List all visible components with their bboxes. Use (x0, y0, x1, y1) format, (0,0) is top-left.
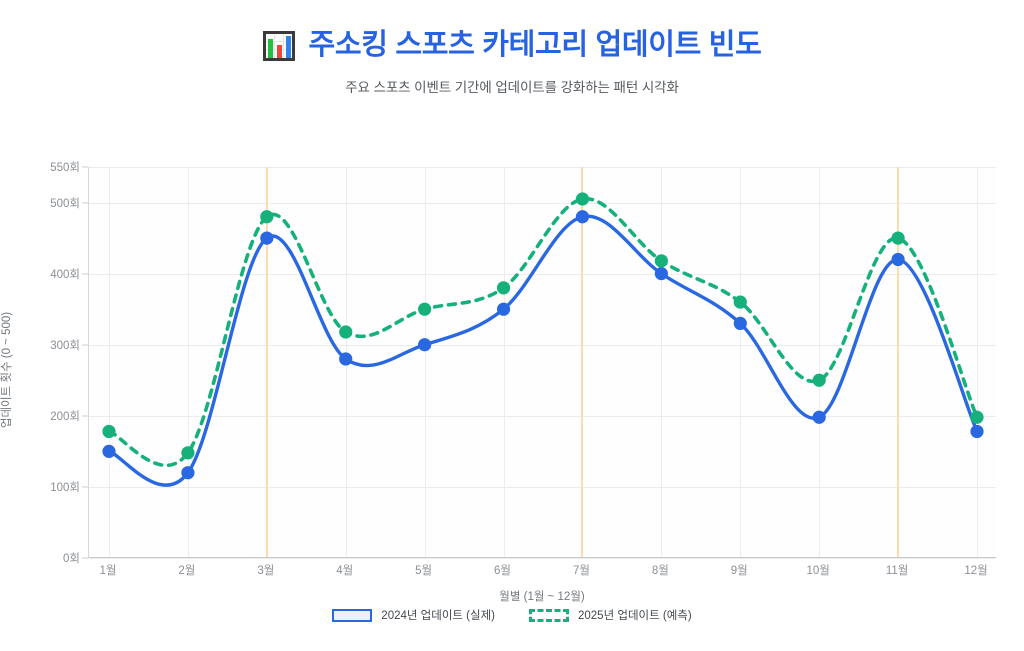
legend-label: 2024년 업데이트 (실제) (381, 610, 495, 622)
grid-line-horizontal (89, 558, 996, 559)
x-axis-tick-label: 6월 (494, 565, 512, 577)
x-axis-tick-label: 12월 (964, 565, 988, 577)
grid-line-horizontal (89, 273, 996, 275)
grid-line-horizontal (89, 486, 996, 488)
data-point-marker[interactable] (418, 302, 432, 316)
series-line (107, 197, 979, 468)
grid-line-vertical (661, 167, 663, 557)
data-point-marker[interactable] (339, 325, 353, 339)
grid-line-vertical (503, 167, 505, 557)
y-axis-tick-label: 200회 (50, 410, 80, 423)
data-point-marker[interactable] (654, 254, 668, 268)
y-axis-tick-label: 100회 (50, 481, 80, 494)
grid-line-vertical (977, 167, 978, 557)
data-point-marker[interactable] (260, 231, 274, 245)
y-axis-tick-mark (82, 166, 88, 168)
title-row: 주소킹 스포츠 카테고리 업데이트 빈도 (0, 29, 1024, 62)
x-axis-labels: 1월 2월 3월 4월 5월 6월 7월 8월 9월 10월 11월 12월 (88, 560, 996, 584)
y-axis-tick-label: 300회 (50, 339, 80, 352)
series-lines (102, 192, 984, 487)
grid-line-horizontal (89, 202, 996, 204)
event-marker-line (581, 167, 584, 557)
data-point-marker[interactable] (102, 424, 116, 439)
data-point-marker[interactable] (102, 444, 116, 458)
data-point-marker[interactable] (496, 302, 511, 316)
data-point-marker[interactable] (970, 410, 984, 424)
data-point-marker[interactable] (812, 373, 826, 387)
grid-line-vertical (740, 167, 742, 557)
series-line (107, 214, 979, 487)
x-axis-tick-label: 3월 (257, 565, 275, 577)
legend-item[interactable]: 2025년 업데이트 (예측) (529, 607, 692, 623)
data-point-marker[interactable] (575, 210, 590, 224)
legend-item[interactable]: 2024년 업데이트 (실제) (332, 607, 495, 623)
x-axis-tick-label: 1월 (99, 565, 117, 577)
grid-line-vertical (819, 167, 821, 557)
data-point-marker[interactable] (260, 210, 274, 224)
y-axis-tick-label: 500회 (50, 197, 80, 210)
data-point-marker[interactable] (891, 231, 905, 245)
grid-line-horizontal (89, 344, 996, 346)
data-point-marker[interactable] (575, 192, 590, 206)
data-point-marker[interactable] (181, 466, 195, 480)
data-point-marker[interactable] (891, 252, 905, 267)
x-axis-tick-label: 2월 (178, 565, 196, 577)
chart-legend: 2024년 업데이트 (실제) 2025년 업데이트 (예측) (0, 607, 1024, 623)
y-axis-tick-label: 0회 (63, 553, 80, 565)
data-point-marker[interactable] (418, 338, 432, 352)
data-point-marker[interactable] (733, 316, 747, 330)
page-subtitle: 주요 스포츠 이벤트 기간에 업데이트를 강화하는 패턴 시각화 (345, 80, 679, 95)
x-axis-tick-label: 9월 (730, 565, 748, 577)
data-point-marker[interactable] (654, 267, 668, 281)
grid-line-horizontal (89, 415, 996, 417)
legend-swatch-icon (332, 608, 373, 622)
x-axis-tick-label: 7월 (572, 565, 590, 577)
x-axis-tick-label: 11월 (885, 565, 909, 577)
grid-line-vertical (424, 167, 426, 557)
grid-line-horizontal (89, 167, 996, 168)
y-axis-tick-mark (82, 344, 88, 346)
data-point-marker[interactable] (339, 352, 353, 366)
data-point-marker[interactable] (496, 281, 511, 295)
y-axis-tick-label: 550회 (50, 162, 80, 174)
data-point-marker[interactable] (812, 410, 826, 424)
event-marker-line (265, 167, 268, 557)
y-axis-tick-mark (82, 273, 88, 275)
legend-label: 2025년 업데이트 (예측) (578, 610, 692, 622)
grid-line-vertical (187, 167, 189, 557)
x-axis-tick-label: 8월 (651, 565, 669, 577)
y-axis-tick-mark (82, 415, 88, 417)
legend-swatch-icon (529, 608, 569, 622)
data-point-marker[interactable] (733, 295, 747, 309)
y-axis-tick-label: 400회 (50, 268, 80, 281)
plot-area (88, 167, 996, 559)
data-point-marker[interactable] (970, 424, 984, 439)
y-axis-labels: 0회 100회 200회 300회 400회 500회 550회 (0, 162, 88, 565)
x-axis-tick-label: 10월 (806, 565, 830, 577)
page-title: 주소킹 스포츠 카테고리 업데이트 빈도 (308, 29, 762, 62)
chart-header: 주소킹 스포츠 카테고리 업데이트 빈도 주요 스포츠 이벤트 기간에 업데이트… (0, 29, 1024, 96)
y-axis-tick-mark (82, 486, 88, 488)
y-axis-tick-mark (82, 557, 88, 559)
event-marker-line (897, 167, 900, 557)
x-axis-tick-label: 5월 (415, 565, 433, 577)
grid-line-vertical (109, 167, 110, 557)
data-point-marker[interactable] (181, 446, 195, 460)
x-axis-title: 월별 (1월 ~ 12월) (499, 591, 585, 603)
y-axis-tick-mark (82, 202, 88, 204)
chart-canvas: 업데이트 횟수 (0 ~ 500) 0회 100회 200회 300회 400회 500회… (0, 140, 1024, 603)
bar-chart-icon (262, 30, 296, 62)
x-axis-tick-label: 4월 (336, 565, 354, 577)
